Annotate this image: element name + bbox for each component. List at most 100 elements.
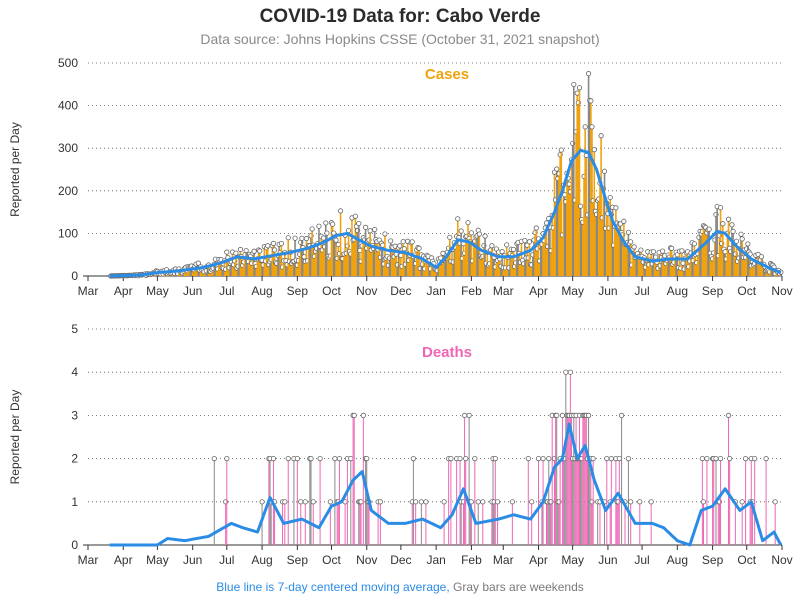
- death-point: [637, 499, 643, 505]
- chart-subtitle: Data source: Johns Hopkins CSSE (October…: [200, 31, 600, 47]
- death-point: [604, 456, 610, 462]
- death-point: [725, 412, 732, 419]
- x-tick-label: Dec: [390, 284, 411, 298]
- case-point: [659, 248, 666, 254]
- x-tick-label: Jan: [426, 284, 445, 298]
- cases-moving-average-line: [109, 148, 782, 278]
- case-point: [576, 85, 583, 91]
- death-point: [648, 499, 654, 505]
- case-point: [465, 220, 471, 226]
- cases-chart-svg: 0 100 200 300 400 500 Mar Apr May Jun Jul Aug Sep Oct…: [8, 56, 793, 298]
- case-point: [729, 222, 735, 228]
- x-tick-label: Jun: [598, 284, 617, 298]
- death-point: [628, 499, 634, 505]
- x-tick-label: Jun: [183, 284, 202, 298]
- case-point: [504, 242, 510, 248]
- x-tick-label: Jan: [426, 553, 445, 567]
- death-point: [410, 456, 416, 462]
- death-point: [457, 456, 463, 462]
- death-point: [563, 369, 569, 375]
- case-point: [233, 250, 239, 256]
- case-point: [400, 238, 406, 245]
- case-point: [278, 240, 285, 247]
- case-point: [598, 133, 604, 139]
- x-tick-label: Oct: [737, 284, 756, 298]
- death-point: [308, 456, 314, 462]
- case-point: [270, 240, 277, 246]
- death-point: [327, 499, 333, 505]
- deaths-chart: 0 1 2 3 4 5 Mar Apr May Jun Jul Aug Sep Oct Nov Dec Jan F…: [0, 312, 800, 567]
- death-point: [704, 456, 710, 462]
- case-point: [745, 241, 751, 247]
- x-tick-label: Nov: [356, 553, 377, 567]
- x-tick-label: Oct: [322, 553, 341, 567]
- case-point: [303, 236, 310, 242]
- case-point: [458, 228, 464, 234]
- x-tick-label: Jun: [598, 553, 617, 567]
- case-point: [650, 249, 657, 255]
- death-point: [494, 499, 501, 505]
- case-point: [582, 124, 588, 130]
- case-point: [352, 213, 358, 219]
- case-point: [617, 221, 624, 227]
- deaths-chart-svg: 0 1 2 3 4 5 Mar Apr May Jun Jul Aug Sep Oct Nov Dec Jan F…: [8, 322, 793, 567]
- death-point: [317, 456, 323, 462]
- chart-title: COVID-19 Data for: Cabo Verde: [259, 6, 541, 27]
- case-point: [409, 239, 415, 245]
- case-point: [309, 226, 315, 232]
- case-point: [613, 205, 619, 211]
- case-point: [257, 248, 263, 254]
- death-point: [535, 456, 542, 462]
- x-tick-label: Aug: [251, 284, 272, 298]
- case-point: [356, 220, 362, 227]
- case-point: [533, 225, 539, 231]
- case-point: [265, 243, 271, 249]
- x-tick-label: Jul: [634, 284, 649, 298]
- x-tick-label: Apr: [529, 553, 548, 567]
- case-point: [337, 208, 344, 214]
- death-point: [475, 499, 481, 505]
- death-point: [590, 456, 596, 462]
- case-point: [638, 247, 644, 253]
- cases-chart: 0 100 200 300 400 500 Mar Apr May Jun Jul Aug Sep Oct…: [0, 50, 800, 300]
- death-point: [739, 499, 745, 505]
- x-tick-label: Nov: [771, 553, 792, 567]
- case-point: [489, 243, 495, 249]
- case-point: [578, 203, 584, 209]
- death-point: [298, 499, 304, 505]
- case-point: [455, 216, 461, 222]
- death-point: [480, 499, 486, 505]
- death-point: [492, 456, 498, 462]
- y-tick-label: 2: [71, 452, 78, 466]
- death-point: [336, 456, 343, 462]
- case-point: [367, 228, 373, 234]
- x-tick-label: May: [561, 553, 584, 567]
- case-point: [725, 216, 732, 222]
- panel-title: Deaths: [422, 344, 472, 361]
- death-point: [302, 499, 308, 505]
- death-point: [285, 456, 291, 462]
- case-point: [316, 223, 322, 229]
- x-tick-label: Mar: [493, 553, 514, 567]
- deaths-moving-average-line: [109, 422, 783, 547]
- death-point: [472, 456, 478, 462]
- case-point: [554, 166, 560, 172]
- death-point: [559, 412, 566, 419]
- case-point: [224, 249, 230, 255]
- death-point: [211, 456, 217, 462]
- case-point: [271, 247, 278, 253]
- death-point: [608, 456, 614, 462]
- death-point: [364, 456, 370, 462]
- case-point: [717, 205, 724, 211]
- x-tick-label: Dec: [390, 553, 411, 567]
- y-tick-label: 500: [58, 56, 78, 70]
- case-point: [607, 194, 613, 201]
- x-tick-label: Nov: [771, 284, 792, 298]
- case-point: [733, 238, 740, 244]
- case-point: [706, 226, 712, 232]
- death-point: [700, 499, 707, 505]
- case-point: [738, 231, 744, 237]
- x-tick-label: Mar: [493, 284, 514, 298]
- case-point: [526, 239, 533, 245]
- case-point: [588, 98, 594, 104]
